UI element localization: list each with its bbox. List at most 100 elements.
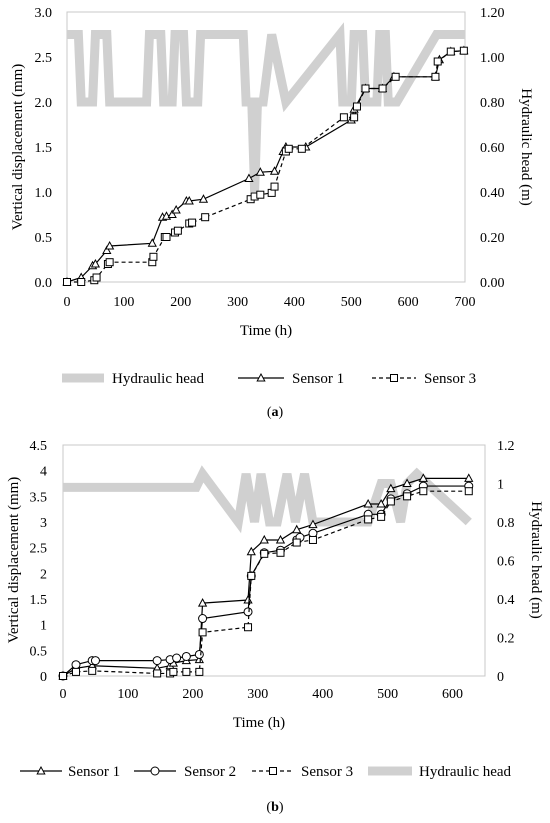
sensor-3-point: [403, 492, 412, 501]
sensor-3-point: [297, 144, 306, 153]
sensor-3-point: [446, 47, 455, 56]
y2-tick-label: 1.00: [480, 51, 505, 66]
chart-b-hydraulic-head-layer: [63, 465, 472, 534]
sensor-3-point: [386, 497, 395, 506]
y2-tick-label: 0: [497, 670, 504, 685]
x-tick-label: 500: [377, 687, 398, 702]
sensor-1-point: [194, 654, 204, 664]
sensor-1-point: [308, 519, 318, 529]
sensor-3-point: [377, 512, 386, 521]
sensor-3-point: [247, 571, 256, 580]
y-tick-label: 1.0: [35, 186, 53, 201]
x-tick-label: 0: [60, 687, 67, 702]
sensor-3-line: [67, 50, 464, 283]
sensor-3-point: [260, 549, 269, 558]
y-tick-label: 3.0: [35, 6, 53, 21]
sensor-1-point: [363, 498, 373, 508]
sensor-3-point: [256, 190, 265, 199]
hydraulic-head-line: [63, 465, 472, 534]
hydraulic-head-line: [67, 22, 465, 193]
x-tick-label: 600: [442, 687, 463, 702]
sensor-2-point: [152, 656, 162, 666]
y-tick-label: 4.5: [30, 439, 48, 454]
y2-tick-label: 0.4: [497, 593, 515, 608]
y-tick-label: 1.5: [30, 593, 48, 608]
y2-tick-label: 0.2: [497, 632, 515, 647]
chart-a-caption: (a): [267, 405, 284, 420]
sensor-3-point: [173, 226, 182, 235]
y-tick-label: 2.5: [30, 542, 48, 557]
x-tick-label: 600: [398, 295, 419, 310]
sensor-1-point: [246, 546, 256, 556]
sensor-3-point: [378, 84, 387, 93]
sensor-1-point: [292, 524, 302, 534]
y-tick-label: 2: [40, 567, 47, 582]
sensor-1-point: [171, 204, 181, 214]
chart-b-x-axis-label: Time (h): [233, 715, 285, 731]
sensor-3-point: [391, 72, 400, 81]
sensor-1-point: [197, 598, 208, 607]
sensor-3-point: [71, 667, 80, 676]
chart-b-sensor-layer: [58, 473, 474, 681]
y-tick-label: 3: [40, 516, 47, 531]
sensor-2-point: [71, 660, 81, 670]
sensor-1-point: [102, 245, 112, 254]
chart-a-x-axis-label: Time (h): [240, 323, 292, 339]
sensor-1-point: [90, 258, 101, 268]
sensor-2-point: [181, 651, 191, 661]
sensor-3-point: [350, 113, 359, 122]
sensor-3-point: [270, 182, 279, 191]
legend-b-sensor3-label: Sensor 3: [301, 764, 353, 780]
sensor-2-point: [198, 614, 208, 624]
y2-tick-label: 0.80: [480, 96, 505, 111]
sensor-3-point: [419, 487, 428, 496]
y2-tick-label: 0.8: [497, 516, 515, 531]
legend-a-sensor3-label: Sensor 3: [424, 371, 476, 387]
legend-a-hydraulic-head-label: Hydraulic head: [112, 371, 205, 387]
chart-a-tick-labels: 0 100 200 300 400 500 600 700 0.0 0.5 1.0 1.5 2.0 2.5…: [35, 6, 505, 310]
x-tick-label: 500: [341, 295, 362, 310]
sensor-3-point: [276, 548, 285, 557]
sensor-3-point: [59, 672, 67, 680]
y2-tick-label: 0.20: [480, 231, 505, 246]
x-tick-label: 400: [284, 295, 305, 310]
legend-b-sensor2-label: Sensor 2: [184, 764, 236, 780]
sensor-2-point: [90, 656, 100, 666]
sensor-3-point: [459, 46, 468, 55]
sensor-3-point: [244, 623, 253, 632]
sensor-3-point: [431, 72, 440, 81]
legend-a-sensor1-label: Sensor 1: [292, 371, 344, 387]
y-tick-label: 0: [40, 670, 47, 685]
sensor-1-point: [464, 473, 474, 482]
sensor-1-point: [402, 478, 412, 487]
x-tick-label: 700: [455, 295, 476, 310]
sensor-3-point: [63, 278, 71, 286]
y-tick-label: 0.5: [35, 231, 53, 246]
x-tick-label: 200: [182, 687, 203, 702]
sensor-1-point: [184, 195, 194, 205]
sensor-1-point: [376, 498, 386, 508]
sensor-3-point: [198, 628, 207, 637]
chart-a: 0 100 200 300 400 500 600 700 0.0 0.5 1.0 1.5 2.0 2.5…: [10, 6, 534, 420]
x-tick-label: 300: [227, 295, 248, 310]
y-tick-label: 1.5: [35, 141, 53, 156]
x-tick-label: 0: [64, 295, 71, 310]
x-tick-label: 100: [113, 295, 134, 310]
sensor-3-point: [195, 667, 204, 676]
sensor-1-point: [198, 194, 209, 203]
sensor-3-point: [92, 273, 101, 282]
sensor-3-point: [169, 667, 178, 676]
chart-b-caption: (b): [266, 800, 283, 815]
y2-tick-label: 1.20: [480, 6, 505, 21]
sensor-1-point: [269, 166, 280, 175]
x-tick-label: 400: [312, 687, 333, 702]
chart-a-sensor-layer: [62, 45, 469, 286]
sensor-3-point: [284, 144, 293, 153]
chart-a-plot-border: [66, 11, 466, 283]
sensor-3-point: [149, 252, 158, 261]
sensor-1-point: [147, 238, 157, 247]
chart-b: 0 100 200 300 400 500 600 0 0.5 1 1.5 2 2.5 3 3.5 4 4.5 0…: [6, 439, 544, 815]
chart-a-y2-axis-label: Hydraulic head (m): [518, 88, 534, 205]
chart-b-y2-axis-label: Hydraulic head (m): [528, 501, 544, 618]
